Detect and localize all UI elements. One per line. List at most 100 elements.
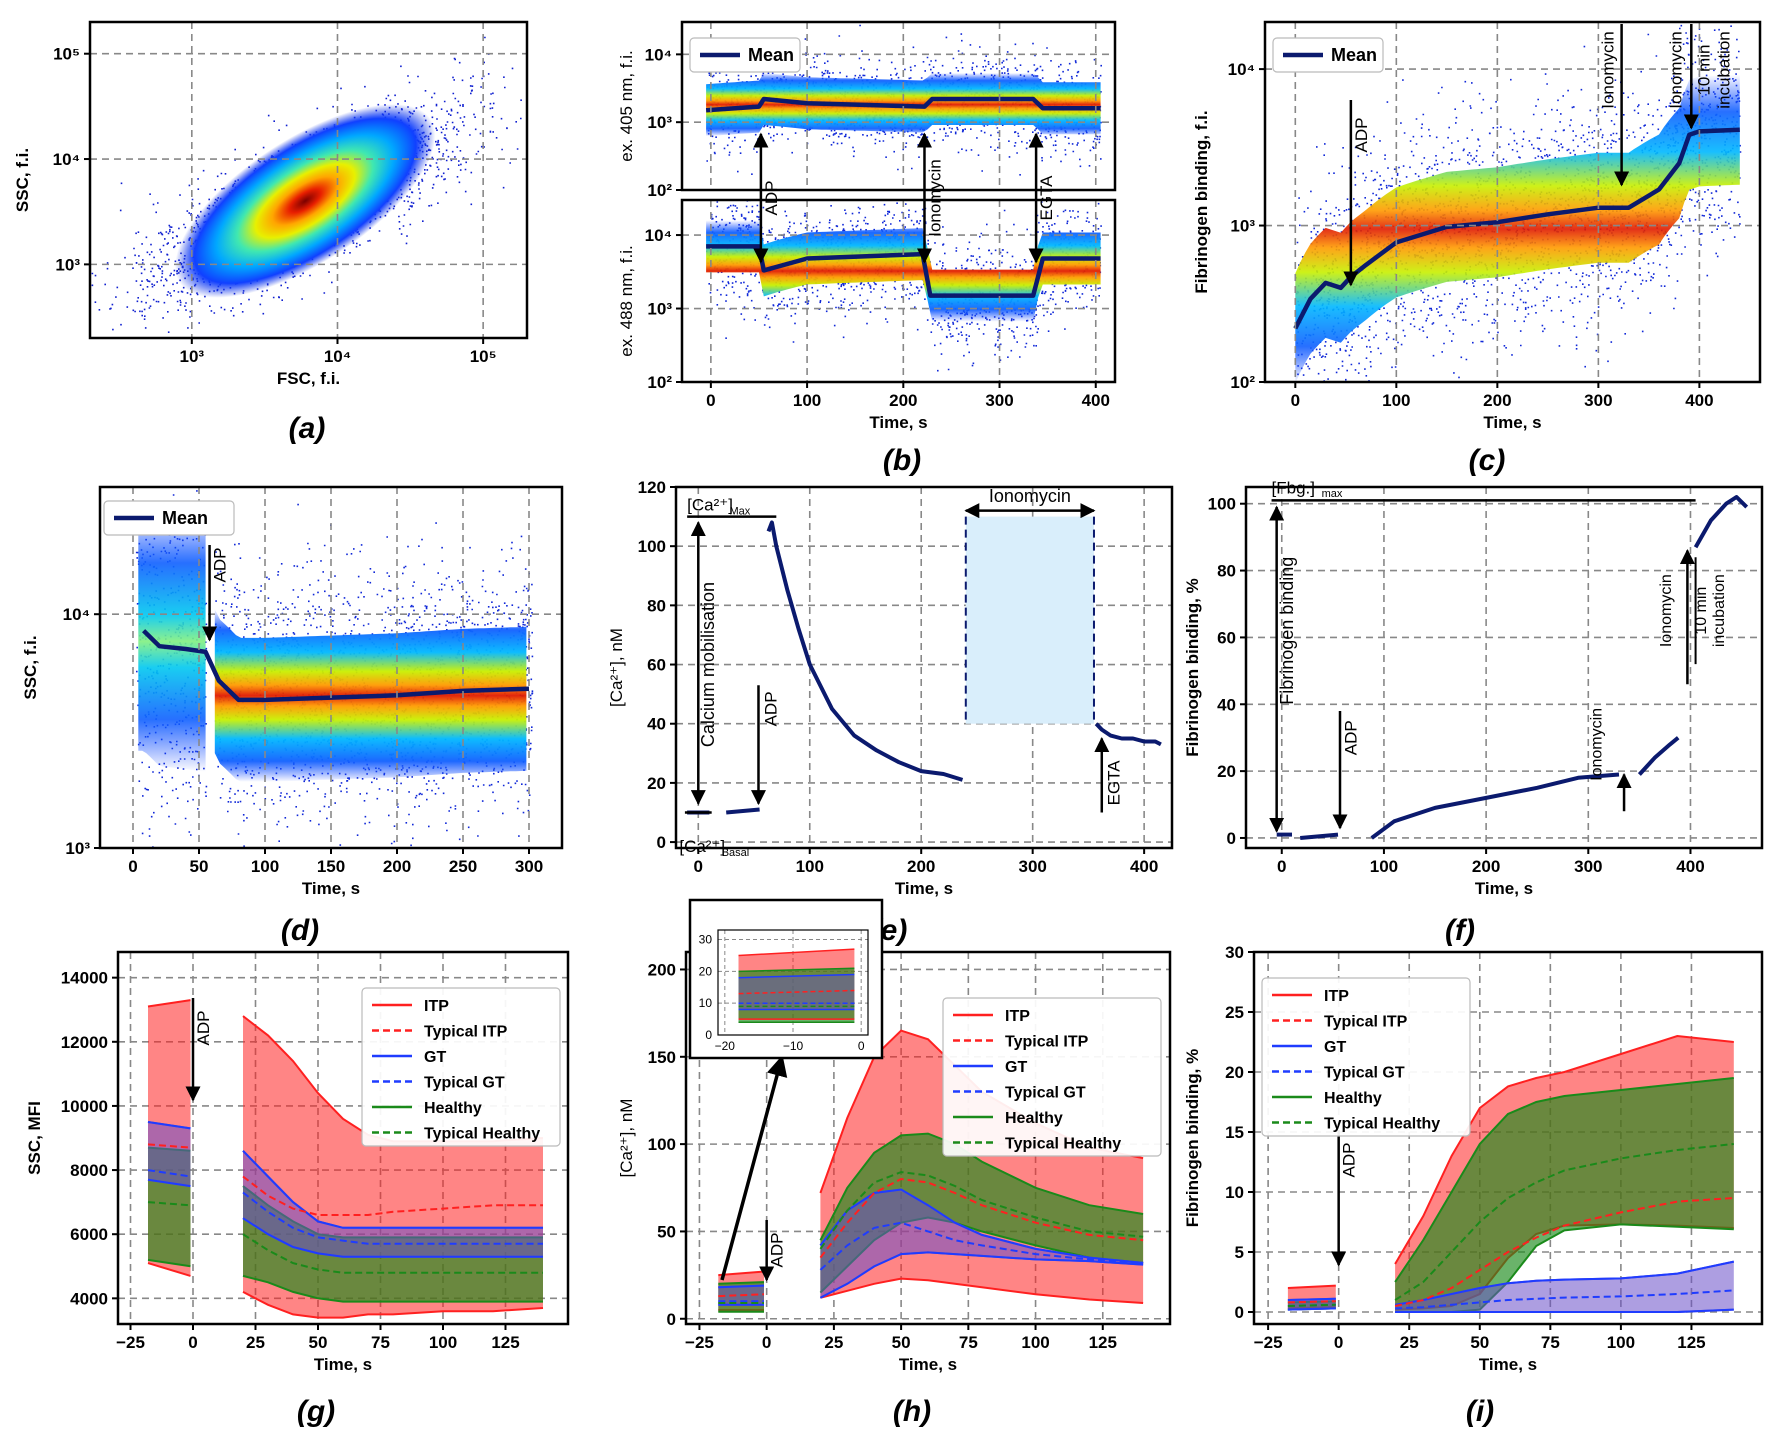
legend-box: [689, 37, 801, 73]
y-tick-label: 10²: [647, 181, 672, 200]
x-tick-label: 100: [1370, 857, 1398, 876]
x-tick-label: −25: [1254, 1333, 1283, 1352]
x-tick-label: 100: [1382, 391, 1410, 410]
y-axis-label: SSC, f.i.: [21, 635, 40, 699]
y-tick-label: 25: [1225, 1003, 1244, 1022]
inset-y-tick-label: 30: [699, 933, 713, 947]
incubation-label: 10 min: [1693, 587, 1710, 635]
adp-label: ADP: [1341, 720, 1360, 755]
panel-label: (f): [1445, 914, 1475, 947]
x-tick-label: 300: [1584, 391, 1612, 410]
y-tick-label: 4000: [70, 1289, 108, 1308]
y-tick-label: 100: [638, 537, 666, 556]
mean-line: [705, 96, 1101, 113]
itp-band-pre-upper: [1287, 1284, 1336, 1289]
x-tick-label: 0: [1334, 1333, 1343, 1352]
y-tick-label: 20: [1225, 1063, 1244, 1082]
x-tick-label: 25: [246, 1333, 265, 1352]
adp-label: ADP: [761, 691, 780, 726]
legend-label: Mean: [748, 45, 794, 65]
basal-label: [Ca²⁺]: [679, 837, 725, 856]
x-axis-label: Time, s: [314, 1355, 372, 1374]
y-axis-label: SSC, MFI: [25, 1101, 44, 1175]
typical-healthy-post: [242, 1233, 543, 1274]
annotation-label: ADP: [1352, 118, 1371, 153]
gt-upper-pre: [147, 1121, 191, 1130]
x-axis-label: Time, s: [899, 1355, 957, 1374]
y-tick-label: 14000: [61, 969, 108, 988]
legend-label: GT: [1324, 1039, 1346, 1056]
legend-box: [1261, 977, 1471, 1137]
healthy-band-post-lower: [242, 1274, 543, 1303]
inset-y-tick-label: 0: [705, 1028, 712, 1042]
adp-label: ADP: [1340, 1143, 1359, 1178]
plot-area: [135, 487, 534, 848]
legend-label: Typical Healthy: [424, 1126, 540, 1143]
series-pre-adp: [726, 807, 760, 815]
x-tick-label: 150: [317, 857, 345, 876]
y-tick-label: 10³: [647, 300, 672, 319]
y-tick-label: 10: [1225, 1183, 1244, 1202]
chart-g: −25 0 25 50 75 100 125 4000 6000 8000 10000 12000 14…: [25, 950, 570, 1428]
x-axis-label: Time, s: [302, 879, 360, 898]
density-band: [1295, 74, 1740, 382]
gt-upper-pre: [1287, 1297, 1336, 1301]
basal-sub-label: Basal: [722, 847, 750, 859]
x-tick-label: 0: [1291, 391, 1300, 410]
series-incubation: [1693, 495, 1749, 549]
legend-label: Typical Healthy: [1324, 1116, 1440, 1133]
inset-x-tick-label: −10: [783, 1039, 804, 1053]
x-axis-label: Time, s: [1483, 413, 1541, 432]
itp-band-post-upper: [1394, 1034, 1734, 1265]
x-tick-label: 0: [762, 1333, 771, 1352]
density-core: [174, 104, 436, 298]
series-adp-response: [766, 520, 964, 782]
healthy-band-pre-lower: [147, 1258, 191, 1268]
legend-label: Typical GT: [1005, 1085, 1086, 1102]
gt-lower-pre: [147, 1178, 191, 1188]
axes-frame: [88, 20, 529, 340]
x-tick-label: 125: [1677, 1333, 1705, 1352]
axes-frame: [1252, 950, 1764, 1326]
legend-label: Typical GT: [424, 1075, 505, 1092]
y-tick-label: 100: [1208, 495, 1236, 514]
annotation-label: Ionomycin: [1666, 31, 1685, 108]
y-tick-label: 10⁴: [63, 605, 90, 624]
x-tick-label: 50: [190, 857, 209, 876]
annotation-label: ADP: [762, 181, 781, 216]
max-sub-label: Max: [730, 506, 751, 518]
legend-box: [103, 500, 235, 536]
y-tick-label: 60: [1217, 628, 1236, 647]
gt-lower-post: [819, 1251, 1144, 1299]
x-tick-label: 400: [1130, 857, 1158, 876]
legend-label: ITP: [1005, 1008, 1030, 1025]
inset-x-tick-label: −20: [715, 1039, 736, 1053]
itp-band-pre-lower: [147, 1262, 191, 1277]
gt-lower-post: [242, 1217, 543, 1258]
itp-band-pre-upper: [147, 999, 191, 1008]
y-tick-label: 0: [1227, 829, 1236, 848]
itp-band-post-lower: [820, 1277, 1144, 1304]
axes-frame: [684, 950, 1172, 1326]
y-axis-label-bottom: ex. 488 nm, f.i.: [617, 245, 636, 357]
chart-d: 0 50 100 150 200 250 300 10³ 10⁴ Time, s SSC, f.i.…: [21, 485, 564, 947]
x-tick-label: 50: [1470, 1333, 1489, 1352]
healthy-band-post-upper: [1394, 1077, 1734, 1283]
typical-healthy-post: [1394, 1143, 1734, 1301]
x-axis-label: Time, s: [895, 879, 953, 898]
ionomycin-label: Ionomycin: [989, 486, 1071, 506]
x-tick-label: 200: [889, 391, 917, 410]
series-pre-adp: [1300, 832, 1339, 840]
typical-itp-post: [1394, 1197, 1734, 1307]
x-tick-label: 10⁴: [324, 347, 351, 366]
y-tick-label: 10³: [55, 255, 80, 274]
inset-line: [738, 989, 855, 995]
y-tick-label: 10²: [1230, 373, 1255, 392]
legend-label: ITP: [1324, 988, 1349, 1005]
y-tick-label: 10³: [647, 113, 672, 132]
x-tick-label: 25: [1400, 1333, 1419, 1352]
annotation-label: incubation: [1714, 31, 1733, 109]
x-tick-label: 200: [907, 857, 935, 876]
